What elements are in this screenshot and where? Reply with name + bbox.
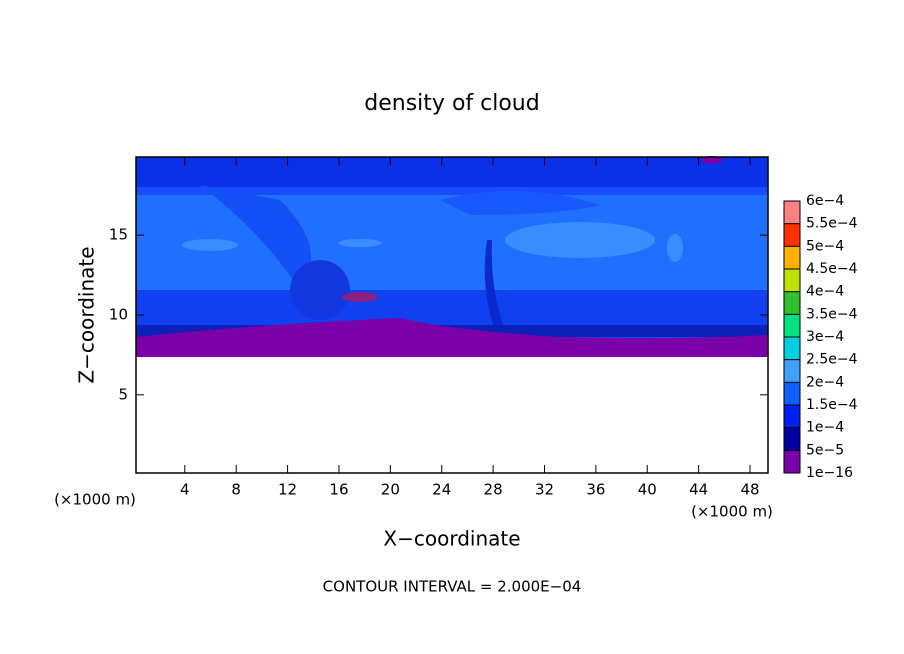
- x-unit-label: (×1000 m): [691, 503, 773, 521]
- x-tick-label: 4: [180, 481, 190, 499]
- field-band: [136, 157, 768, 187]
- y-tick-label: 10: [109, 306, 128, 324]
- y-unit-label: (×1000 m): [54, 491, 136, 509]
- y-tick-label: 5: [118, 385, 128, 403]
- field-band: [136, 318, 768, 357]
- colorbar-swatch: [784, 291, 800, 315]
- colorbar-label: 3e−4: [806, 329, 844, 345]
- field-patch: [182, 239, 238, 251]
- x-tick-label: 32: [535, 481, 554, 499]
- y-axis-label: Z−coordinate: [75, 246, 99, 383]
- colorbar-swatch: [784, 382, 800, 405]
- x-tick-label: 36: [586, 481, 605, 499]
- colorbar-label: 4e−4: [806, 284, 844, 300]
- colorbar-label: 2e−4: [806, 374, 844, 390]
- field-patch: [667, 234, 683, 262]
- x-tick-label: 28: [484, 481, 503, 499]
- x-tick-label: 12: [278, 481, 297, 499]
- x-axis-label: X−coordinate: [383, 527, 520, 551]
- y-tick-label: 15: [109, 226, 128, 244]
- colorbar-label: 6e−4: [806, 193, 844, 209]
- colorbar-swatch: [784, 359, 800, 383]
- x-tick-label: 40: [638, 481, 657, 499]
- colorbar-label: 5e−5: [806, 442, 844, 458]
- x-tick-label: 44: [689, 481, 708, 499]
- colorbar-label: 2.5e−4: [806, 352, 858, 368]
- colorbar-label: 5e−4: [806, 238, 844, 254]
- field-patch: [338, 239, 382, 247]
- contour-field: [136, 156, 768, 357]
- colorbar-label: 5.5e−4: [806, 216, 858, 232]
- colorbar-swatch: [784, 223, 800, 247]
- field-patch: [290, 260, 350, 320]
- colorbar-swatch: [784, 405, 800, 428]
- colorbar-swatch: [784, 201, 800, 224]
- colorbar-swatch: [784, 269, 800, 292]
- field-patch: [484, 240, 505, 330]
- colorbar-swatch: [784, 450, 800, 473]
- colorbar-label: 1e−16: [806, 465, 853, 481]
- field-patch: [505, 222, 655, 258]
- colorbar-swatch: [784, 337, 800, 360]
- colorbar-label: 1.5e−4: [806, 397, 858, 413]
- field-patch: [702, 156, 722, 164]
- colorbar-label: 1e−4: [806, 420, 844, 436]
- colorbar-swatch: [784, 427, 800, 451]
- x-tick-label: 20: [381, 481, 400, 499]
- field-band: [200, 185, 312, 290]
- field-band: [440, 191, 600, 215]
- colorbar-swatch: [784, 314, 800, 337]
- footnote: CONTOUR INTERVAL = 2.000E−04: [323, 578, 582, 596]
- colorbar-label: 3.5e−4: [806, 306, 858, 322]
- x-tick-label: 16: [329, 481, 348, 499]
- x-tick-label: 8: [231, 481, 241, 499]
- colorbar-swatch: [784, 246, 800, 269]
- x-tick-label: 48: [740, 481, 759, 499]
- x-tick-label: 24: [432, 481, 451, 499]
- chart-title: density of cloud: [364, 91, 539, 116]
- colorbar-label: 4.5e−4: [806, 261, 858, 277]
- field-patch: [342, 292, 378, 302]
